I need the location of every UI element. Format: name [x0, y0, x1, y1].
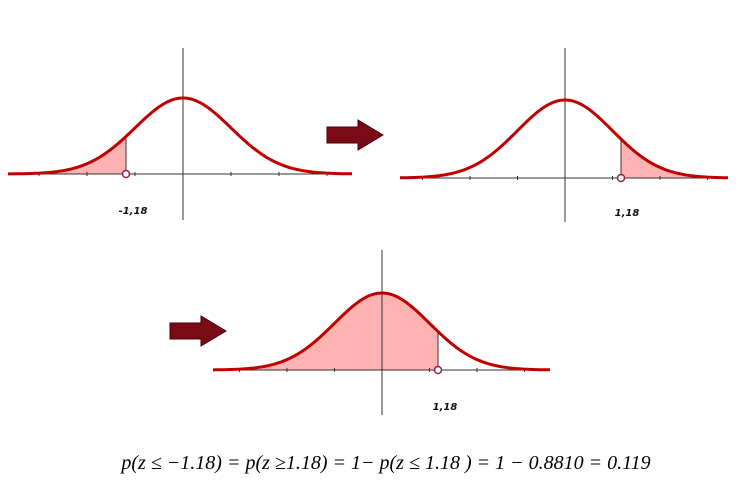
z-label: 1,18 [615, 208, 640, 219]
z-label: 1,18 [433, 402, 458, 413]
shaded-area [621, 139, 728, 178]
point [616, 173, 626, 183]
shaded-area [8, 136, 126, 174]
normal-curve [213, 291, 551, 372]
z-label: -1,18 [119, 206, 148, 217]
normal-curve [8, 96, 352, 176]
arrow [169, 315, 227, 347]
arrow [326, 119, 384, 151]
point [433, 365, 443, 375]
point [121, 169, 131, 179]
normal-curve [400, 98, 728, 180]
formula: p(z ≤ −1.18) = p(z ≥1.18) = 1− p(z ≤ 1.1… [119, 452, 650, 474]
